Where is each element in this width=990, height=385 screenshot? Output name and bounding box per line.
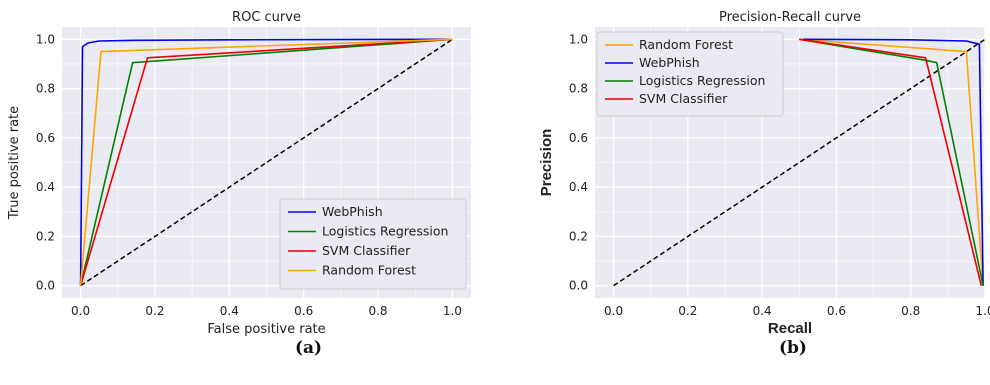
- pr-series-logistics-regression: [799, 38, 984, 286]
- roc-ytick-label: 0.8: [36, 82, 55, 96]
- roc-title: ROC curve: [232, 10, 301, 25]
- caption-a: (a): [295, 338, 323, 358]
- pr-legend: [596, 31, 784, 117]
- pr-reference-line: [613, 38, 986, 287]
- pr-xtick-label: 0.6: [827, 304, 846, 318]
- roc-xtick-label: 0.4: [220, 304, 239, 318]
- pr-series-random-forest: [799, 38, 984, 286]
- roc-reference-line: [80, 38, 453, 287]
- pr-ytick-label: 0.0: [569, 279, 588, 293]
- pr-xtick-label: 1.0: [975, 304, 990, 318]
- pr-series-webphish: [802, 38, 984, 286]
- caption-b: (b): [779, 338, 807, 358]
- pr-ytick-label: 0.4: [569, 180, 588, 194]
- pr-xlabel: Recall: [768, 320, 812, 337]
- roc-legend-label: Logistics Regression: [322, 224, 448, 239]
- pr-xtick-label: 0.2: [678, 304, 697, 318]
- pr-legend-label: Logistics Regression: [639, 73, 765, 88]
- pr-legend-label: WebPhish: [639, 55, 700, 70]
- roc-xtick-label: 0.8: [368, 304, 387, 318]
- roc-xtick-label: 0.0: [71, 304, 90, 318]
- pr-ytick-label: 0.2: [569, 229, 588, 243]
- roc-series-random-forest: [79, 38, 453, 286]
- roc-chart: ROC curve 0.0 0.2 0.4 0.6 0.8 1.0 0.0 0.2 0.4 0.6 0…: [7, 10, 471, 337]
- pr-ylabel: Precision: [538, 129, 555, 197]
- roc-ytick-label: 0.2: [36, 229, 55, 243]
- pr-series-svm-classifier: [799, 38, 983, 286]
- pr-xtick-label: 0.4: [753, 304, 772, 318]
- roc-legend-label: Random Forest: [322, 263, 416, 278]
- pr-legend-label: Random Forest: [639, 37, 733, 52]
- roc-ytick-label: 0.6: [36, 131, 55, 145]
- roc-ytick-label: 0.4: [36, 180, 55, 194]
- pr-xtick-label: 0.8: [901, 304, 920, 318]
- pr-xtick-label: 0.0: [604, 304, 623, 318]
- roc-xtick-label: 0.2: [145, 304, 164, 318]
- roc-legend-label: SVM Classifier: [322, 243, 411, 258]
- roc-series-svm-classifier: [79, 38, 453, 286]
- pr-ytick-label: 0.8: [569, 82, 588, 96]
- roc-ytick-label: 1.0: [36, 32, 55, 46]
- roc-ytick-label: 0.0: [36, 279, 55, 293]
- pr-ytick-label: 0.6: [569, 131, 588, 145]
- roc-legend-label: WebPhish: [322, 204, 383, 219]
- roc-xtick-label: 1.0: [443, 304, 462, 318]
- roc-xtick-label: 0.6: [294, 304, 313, 318]
- roc-ylabel: True positive rate: [7, 106, 22, 220]
- pr-title: Precision-Recall curve: [719, 10, 861, 25]
- pr-legend-label: SVM Classifier: [639, 91, 728, 106]
- roc-series-webphish: [79, 38, 453, 286]
- roc-xlabel: False positive rate: [207, 322, 325, 337]
- roc-legend: [279, 198, 467, 290]
- roc-series-logistics-regression: [79, 38, 453, 286]
- pr-ytick-label: 1.0: [569, 32, 588, 46]
- pr-chart: Precision-Recall curve 0.0 0.2 0.4 0.6 0.8 1. 0…: [538, 10, 990, 337]
